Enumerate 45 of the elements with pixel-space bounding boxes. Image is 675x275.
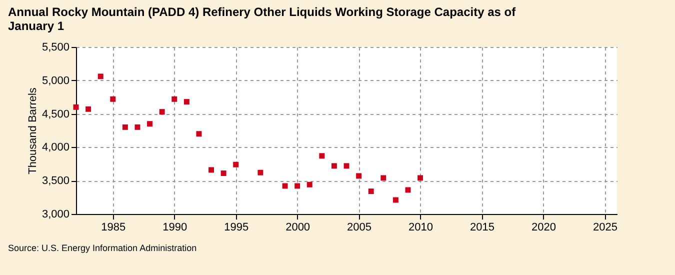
point xyxy=(344,163,350,169)
x-tick-label: 2000 xyxy=(286,222,310,234)
point xyxy=(134,124,140,130)
point xyxy=(368,188,374,194)
y-tick-label: 3,000 xyxy=(42,208,70,220)
point xyxy=(392,197,398,203)
x-tick-label: 1995 xyxy=(224,222,249,234)
point xyxy=(331,163,337,169)
point xyxy=(294,183,300,189)
point xyxy=(220,170,226,176)
point xyxy=(73,104,79,110)
x-tick-label: 1990 xyxy=(162,222,188,234)
point xyxy=(380,175,386,181)
point xyxy=(86,106,92,112)
point xyxy=(405,187,411,193)
point xyxy=(319,153,325,159)
y-tick-label: 4,500 xyxy=(42,108,70,120)
point xyxy=(233,162,239,168)
point xyxy=(306,182,312,188)
y-tick-label: 3,500 xyxy=(42,175,70,188)
y-tick-label: 5,500 xyxy=(42,42,70,54)
x-tick-label: 2010 xyxy=(408,222,434,234)
point xyxy=(418,175,424,181)
point xyxy=(110,96,116,102)
x-tick-label: 2015 xyxy=(470,222,494,234)
point xyxy=(196,131,202,137)
y-tick-label: 5,000 xyxy=(42,74,70,87)
x-tick-label: 1985 xyxy=(101,222,126,234)
point xyxy=(184,99,190,105)
point xyxy=(98,74,104,80)
point xyxy=(122,124,128,130)
point xyxy=(147,121,153,127)
x-tick-label: 2005 xyxy=(347,222,372,234)
source-note: Source: U.S. Energy Information Administration xyxy=(8,243,197,253)
point xyxy=(282,183,288,189)
y-tick-label: 4,000 xyxy=(42,142,70,154)
x-tick-label: 2020 xyxy=(531,222,556,234)
point xyxy=(159,109,165,115)
point xyxy=(172,96,178,102)
point xyxy=(208,167,214,173)
chart-title: Annual Rocky Mountain (PADD 4) Refinery Other Liquids Working Storage Capacity as of January 1 xyxy=(8,5,517,33)
point xyxy=(258,170,264,176)
y-axis-title: Thousand Barrels xyxy=(26,87,39,174)
x-tick-label: 2025 xyxy=(592,222,618,234)
point xyxy=(356,173,362,179)
